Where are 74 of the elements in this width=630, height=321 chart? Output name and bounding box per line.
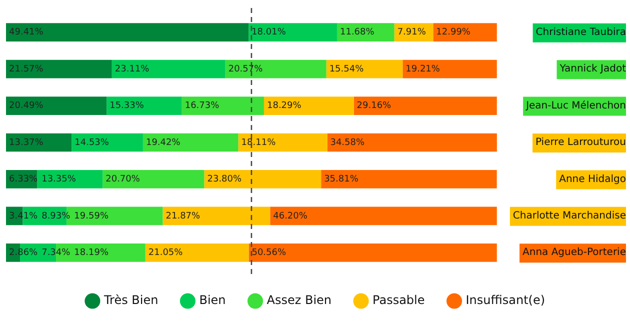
data-label: 19.59%	[74, 211, 109, 222]
data-label: 18.19%	[74, 248, 109, 258]
data-label: 11.68%	[340, 28, 375, 38]
data-label: 23.80%	[207, 174, 242, 185]
bar	[6, 60, 112, 78]
data-label: 20.49%	[9, 101, 44, 112]
data-label: 7.91%	[397, 28, 426, 38]
data-label: 35.81%	[324, 174, 359, 185]
data-label: 18.29%	[266, 101, 302, 112]
bar	[204, 170, 322, 188]
bar	[37, 170, 103, 188]
data-label: 14.53%	[74, 138, 110, 148]
data-label: 16.73%	[184, 101, 220, 112]
bar	[248, 23, 337, 42]
bar	[264, 96, 354, 115]
bar	[145, 243, 249, 262]
bar	[72, 133, 143, 152]
data-label: 18.11%	[241, 138, 276, 148]
y-tick-label: Yannick Jadot	[558, 64, 626, 75]
y-tick-label: Anna Agueb-Porterie	[522, 247, 626, 258]
data-label: 6.33%	[9, 174, 38, 185]
data-label: 13.35%	[42, 174, 76, 185]
legend-label: Assez Bien	[266, 293, 332, 308]
y-tick-label: Christiane Taubira	[536, 26, 626, 38]
data-label: 20.57%	[228, 64, 264, 74]
bar	[6, 133, 72, 152]
bar	[238, 133, 328, 152]
data-label: 21.57%	[9, 64, 44, 74]
bar	[6, 96, 107, 115]
bar	[182, 96, 264, 115]
bar	[270, 206, 497, 226]
data-label: 21.05%	[148, 248, 184, 258]
data-label: 29.16%	[356, 101, 392, 112]
legend-label: Très Bien	[102, 293, 158, 308]
data-label: 18.01%	[252, 28, 286, 38]
bar	[326, 60, 403, 78]
data-label: 19.42%	[146, 138, 181, 148]
data-label: 34.58%	[330, 138, 365, 148]
bar	[112, 60, 226, 78]
bar	[142, 133, 238, 152]
bar	[102, 170, 204, 188]
legend-label: Passable	[372, 293, 425, 308]
bar	[162, 206, 270, 226]
bar	[321, 170, 497, 188]
bar	[402, 60, 497, 78]
data-label: 13.37%	[9, 138, 44, 148]
data-label: 20.70%	[106, 174, 140, 185]
data-label: 2.86%	[9, 248, 38, 258]
y-tick-label: Anne Hidalgo	[559, 174, 626, 185]
bar	[248, 243, 497, 262]
y-tick-label: Jean-Luc Mélenchon	[525, 100, 626, 112]
data-label: 3.41%	[9, 211, 38, 222]
bar	[336, 23, 394, 42]
data-label: 50.56%	[252, 248, 286, 258]
data-label: 15.33%	[110, 101, 144, 112]
data-label: 12.99%	[436, 28, 471, 38]
data-label: 23.11%	[114, 64, 150, 74]
bar	[225, 60, 326, 78]
legend-label: Insuffisant(e)	[466, 293, 546, 308]
data-label: 21.87%	[166, 211, 201, 222]
data-label: 8.93%	[42, 211, 71, 222]
bar	[106, 96, 182, 115]
bar	[433, 23, 497, 42]
data-label: 7.34%	[42, 248, 71, 258]
bar	[327, 133, 497, 152]
legend-label: Bien	[199, 293, 226, 308]
bar	[6, 23, 249, 42]
bar	[354, 96, 497, 115]
data-label: 46.20%	[273, 211, 308, 222]
data-label: 19.21%	[406, 64, 440, 74]
data-label: 15.54%	[329, 64, 364, 74]
data-label: 49.41%	[9, 28, 44, 38]
y-tick-label: Pierre Larrouturou	[536, 137, 626, 148]
y-tick-label: Charlotte Marchandise	[512, 210, 626, 222]
